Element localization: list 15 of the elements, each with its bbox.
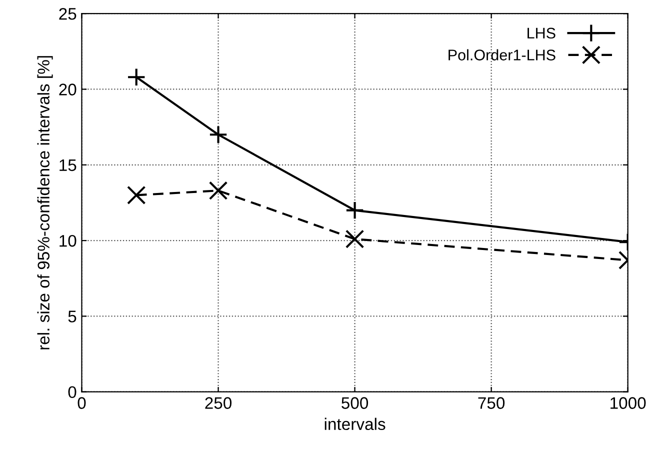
legend-label: Pol.Order1-LHS: [448, 49, 556, 60]
y-tick-label: 0: [68, 386, 76, 398]
y-tick-label: 15: [60, 159, 76, 172]
x-tick-label: 750: [478, 397, 505, 409]
y-tick-label: 10: [60, 234, 76, 247]
y-tick-label: 20: [59, 84, 76, 96]
x-tick-label: 1000: [610, 397, 646, 409]
x-tick-label: 500: [342, 397, 368, 409]
x-axis-title: intervals: [324, 418, 386, 430]
y-tick-label: 5: [68, 310, 76, 322]
legend-label: LHS: [528, 28, 556, 39]
y-tick-label: 25: [59, 8, 76, 20]
y-axis-title: rel. size of 95%-confidence intervals [%]: [37, 56, 53, 350]
x-tick-label: 250: [205, 397, 232, 409]
x-tick-label: 0: [78, 397, 86, 409]
